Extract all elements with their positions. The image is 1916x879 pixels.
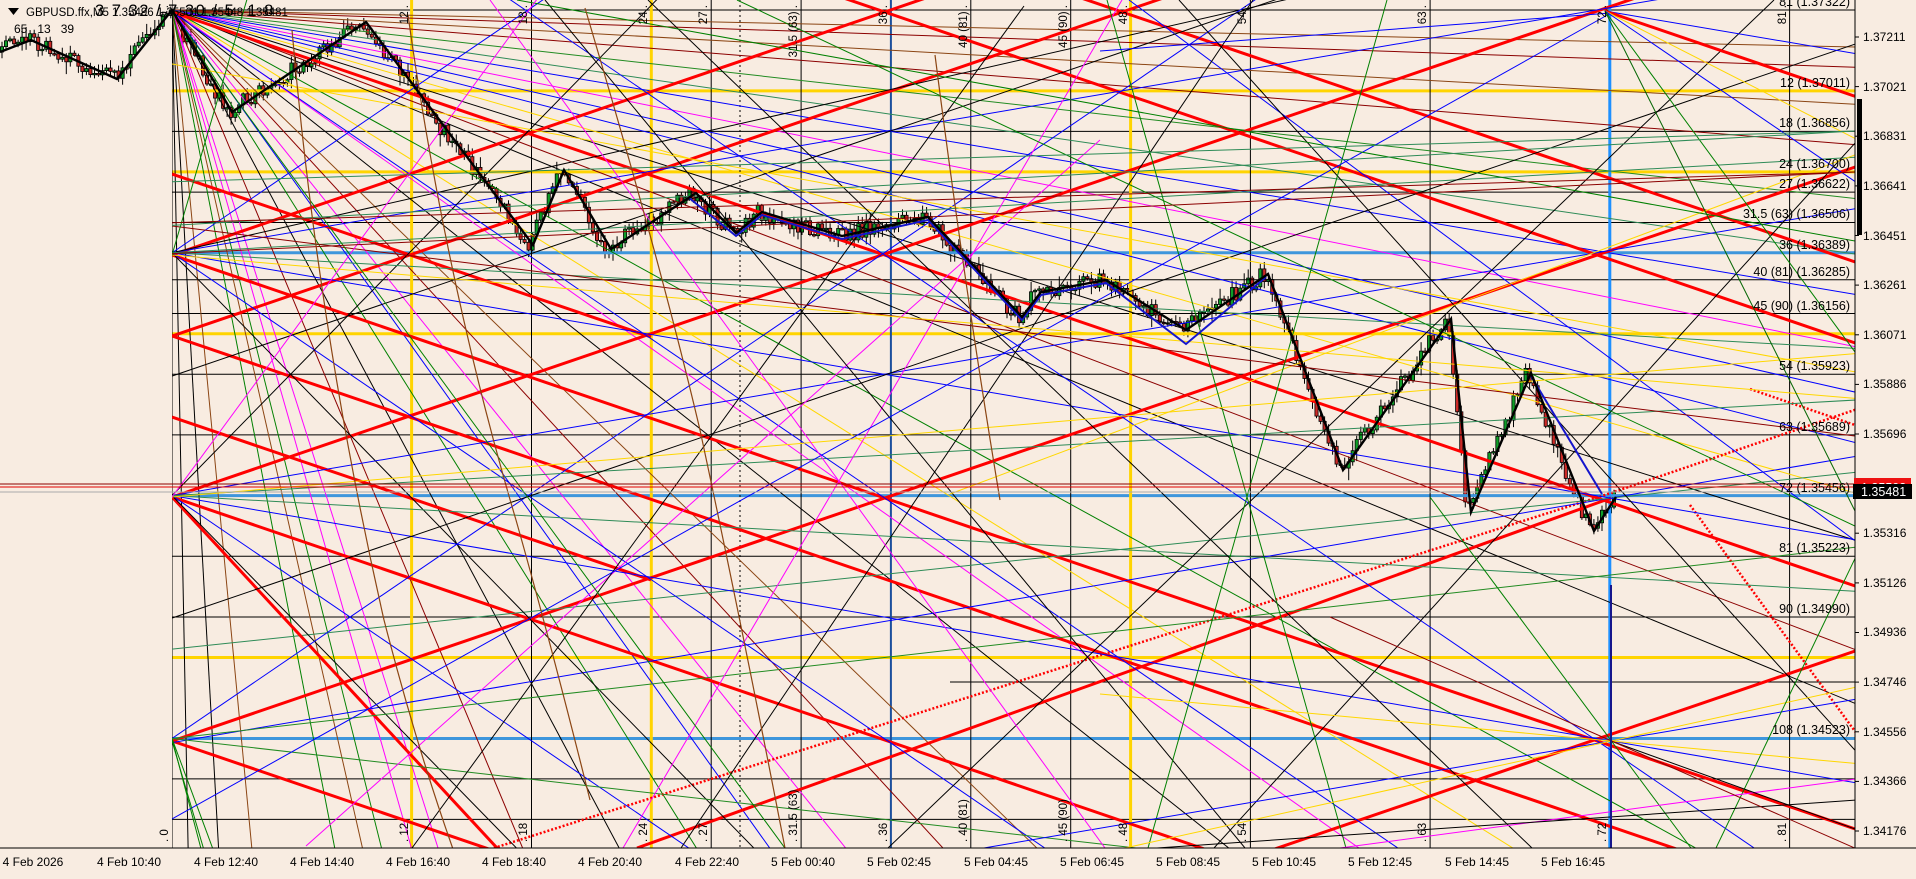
svg-text:40 (81) .: 40 (81) .	[958, 5, 970, 48]
svg-text:GBPUSD.ffx,M5 1.35496 1.35501: GBPUSD.ffx,M5 1.35496 1.35501 1.35448 1.…	[26, 7, 288, 19]
svg-text:1.37021: 1.37021	[1863, 80, 1907, 94]
svg-text:40 (81) (1.36285): 40 (81) (1.36285)	[1753, 265, 1850, 279]
svg-text:31.5 (63) .: 31.5 (63) .	[788, 5, 800, 57]
svg-text:1.34746: 1.34746	[1863, 675, 1907, 689]
svg-text:36 .: 36 .	[878, 5, 890, 24]
svg-text:12 .: 12 .	[399, 5, 411, 24]
svg-text:24 (1.36700): 24 (1.36700)	[1779, 157, 1850, 171]
svg-text:. 24: . 24	[638, 822, 650, 842]
svg-text:4 Feb 2026: 4 Feb 2026	[3, 855, 64, 869]
svg-text:1.36261: 1.36261	[1863, 278, 1907, 292]
svg-text:. 63: . 63	[1417, 823, 1429, 842]
svg-text:4 Feb 16:40: 4 Feb 16:40	[386, 855, 450, 869]
svg-text:81 (1.35223): 81 (1.35223)	[1779, 541, 1850, 555]
svg-text:3 7 32 / 7 30 / 5 1 8: 3 7 32 / 7 30 / 5 1 8	[95, 2, 275, 20]
svg-text:1.37211: 1.37211	[1863, 30, 1906, 44]
svg-text:1.36831: 1.36831	[1863, 129, 1907, 143]
svg-text:5 Feb 10:45: 5 Feb 10:45	[1252, 855, 1316, 869]
svg-text:5 Feb 16:45: 5 Feb 16:45	[1541, 855, 1605, 869]
svg-text:. 40 (81): . 40 (81)	[958, 799, 970, 842]
svg-text:45 (90) .: 45 (90) .	[1058, 5, 1070, 48]
svg-text:1.36071: 1.36071	[1863, 328, 1907, 342]
svg-text:27 .: 27 .	[698, 5, 710, 24]
svg-text:24 .: 24 .	[638, 5, 650, 24]
svg-text:4 Feb 10:40: 4 Feb 10:40	[97, 855, 161, 869]
svg-text:54 (1.35923): 54 (1.35923)	[1779, 359, 1850, 373]
svg-text:1.35126: 1.35126	[1863, 576, 1907, 590]
svg-text:. 72: . 72	[1597, 823, 1609, 842]
svg-text:1.36451: 1.36451	[1863, 229, 1907, 243]
svg-text:1.35316: 1.35316	[1863, 526, 1907, 540]
svg-text:. 48: . 48	[1118, 823, 1130, 842]
svg-text:90 (1.34990): 90 (1.34990)	[1779, 602, 1850, 616]
svg-text:. 81: . 81	[1777, 823, 1789, 842]
svg-text:36 (1.36389): 36 (1.36389)	[1779, 238, 1850, 252]
svg-text:18 .: 18 .	[518, 5, 530, 24]
svg-text:1.34176: 1.34176	[1863, 824, 1907, 838]
svg-text:63 .: 63 .	[1417, 5, 1429, 24]
svg-text:5 Feb 04:45: 5 Feb 04:45	[964, 855, 1028, 869]
svg-text:31.5 (63) (1.36506): 31.5 (63) (1.36506)	[1743, 207, 1850, 221]
svg-text:72 .: 72 .	[1597, 5, 1609, 24]
svg-text:. 31.5 (63): . 31.5 (63)	[788, 789, 800, 842]
svg-text:. 36: . 36	[878, 823, 890, 842]
svg-text:45 (90) (1.36156): 45 (90) (1.36156)	[1753, 299, 1850, 313]
svg-text:65 13 39: 65 13 39	[14, 22, 74, 36]
svg-text:. 18: . 18	[518, 823, 530, 842]
svg-text:1.35481: 1.35481	[1861, 485, 1906, 499]
svg-text:1.36641: 1.36641	[1863, 179, 1907, 193]
svg-text:4 Feb 20:40: 4 Feb 20:40	[578, 855, 642, 869]
svg-text:108 (1.34523): 108 (1.34523)	[1772, 723, 1850, 737]
svg-text:54 .: 54 .	[1237, 5, 1249, 24]
svg-text:1.34556: 1.34556	[1863, 725, 1907, 739]
svg-text:72 (1.35456): 72 (1.35456)	[1779, 481, 1850, 495]
svg-text:. 0: . 0	[159, 829, 171, 842]
svg-text:5 Feb 00:40: 5 Feb 00:40	[771, 855, 835, 869]
svg-text:18 (1.36856): 18 (1.36856)	[1779, 116, 1850, 130]
svg-text:5 Feb 12:45: 5 Feb 12:45	[1348, 855, 1412, 869]
svg-text:4 Feb 18:40: 4 Feb 18:40	[482, 855, 546, 869]
svg-text:0 .: 0 .	[159, 5, 171, 18]
svg-text:1.34936: 1.34936	[1863, 625, 1907, 639]
svg-text:63 (1.35689): 63 (1.35689)	[1779, 420, 1850, 434]
svg-text:1.35696: 1.35696	[1863, 427, 1907, 441]
svg-text:1.35886: 1.35886	[1863, 377, 1907, 391]
svg-text:1.34366: 1.34366	[1863, 774, 1907, 788]
svg-text:. 27: . 27	[698, 823, 710, 842]
svg-text:5 Feb 14:45: 5 Feb 14:45	[1445, 855, 1509, 869]
svg-text:48 .: 48 .	[1118, 5, 1130, 24]
svg-text:5 Feb 08:45: 5 Feb 08:45	[1156, 855, 1220, 869]
svg-text:12 (1.37011): 12 (1.37011)	[1780, 76, 1850, 90]
svg-text:4 Feb 12:40: 4 Feb 12:40	[194, 855, 258, 869]
svg-text:81 (1.37322): 81 (1.37322)	[1779, 0, 1850, 9]
svg-text:5 Feb 06:45: 5 Feb 06:45	[1060, 855, 1124, 869]
svg-text:. 45 (90): . 45 (90)	[1058, 799, 1070, 842]
svg-text:4 Feb 22:40: 4 Feb 22:40	[675, 855, 739, 869]
svg-text:81 .: 81 .	[1777, 5, 1789, 24]
svg-text:27 (1.36622): 27 (1.36622)	[1779, 177, 1850, 191]
svg-text:. 12: . 12	[399, 823, 411, 842]
svg-text:. 54: . 54	[1237, 822, 1249, 842]
svg-text:5 Feb 02:45: 5 Feb 02:45	[867, 855, 931, 869]
svg-text:4 Feb 14:40: 4 Feb 14:40	[290, 855, 354, 869]
